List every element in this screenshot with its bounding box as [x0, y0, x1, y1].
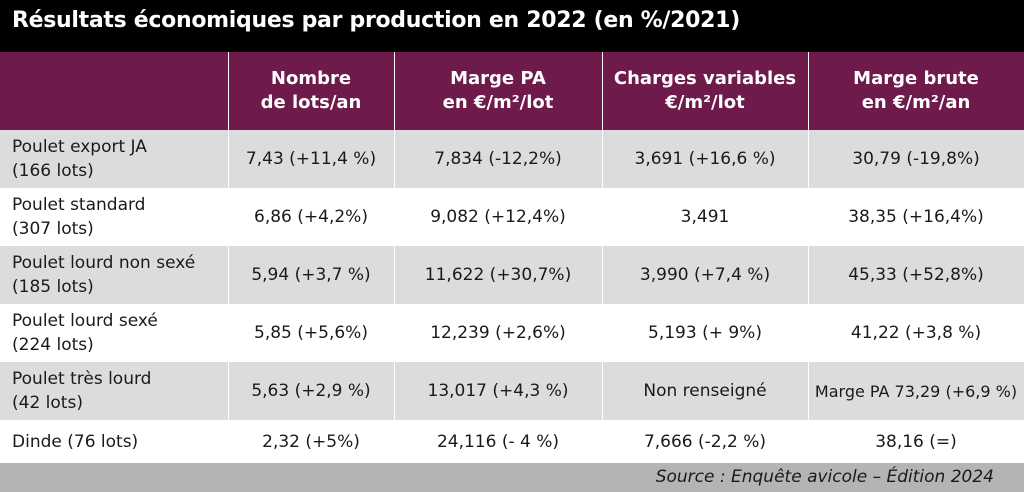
cell-marge-brute: 38,16 (=)	[875, 431, 957, 452]
table-row: Poulet export JA (166 lots) 7,43 (+11,4 %…	[0, 130, 1024, 188]
row-label: Poulet standard (307 lots)	[12, 188, 227, 246]
row-name: Poulet lourd non sexé	[12, 253, 196, 273]
row-name: Poulet très lourd	[12, 369, 152, 389]
table-header	[0, 52, 1024, 130]
cell-marge-pa: 24,116 (- 4 %)	[436, 431, 560, 452]
table-row: Poulet standard (307 lots) 6,86 (+4,2%) 9…	[0, 188, 1024, 246]
header-line: Nombre	[270, 68, 352, 89]
cell-marge-pa: 13,017 (+4,3 %)	[427, 381, 569, 401]
row-lots: (224 lots)	[12, 335, 94, 355]
header-marge-brute: Marge brute en €/m²/an	[808, 52, 1024, 130]
cell-nombre-lots: 5,85 (+5,6%)	[254, 323, 368, 343]
header-line: de lots/an	[260, 92, 362, 113]
row-name: Poulet export JA	[12, 137, 147, 157]
header-line: €/m²/lot	[665, 92, 745, 113]
cell-marge-pa: 9,082 (+12,4%)	[430, 207, 566, 227]
header-line: Charges variables	[613, 68, 797, 89]
cell-marge-brute: 38,35 (+16,4%)	[848, 207, 984, 227]
cell-nombre-lots: 6,86 (+4,2%)	[254, 207, 368, 227]
column-divider	[602, 52, 603, 463]
cell-marge-pa: 11,622 (+30,7%)	[424, 265, 572, 285]
cell-charges-variables: 3,691 (+16,6 %)	[634, 149, 776, 169]
cell-marge-pa: 12,239 (+2,6%)	[430, 323, 566, 343]
row-label: Poulet lourd non sexé (185 lots)	[12, 246, 227, 304]
header-line: en €/m²/an	[861, 92, 971, 113]
row-label: Poulet très lourd (42 lots)	[12, 362, 227, 420]
source-note: Source : Enquête avicole – Édition 2024	[655, 467, 994, 487]
header-line: en €/m²/lot	[442, 92, 554, 113]
header-nombre-lots: Nombre de lots/an	[228, 52, 394, 130]
column-divider	[394, 52, 395, 463]
cell-nombre-lots: 5,94 (+3,7 %)	[251, 265, 371, 285]
cell-marge-brute: 45,33 (+52,8%)	[848, 265, 984, 285]
table-title: Résultats économiques par production en …	[12, 8, 740, 33]
table-row: Poulet très lourd (42 lots) 5,63 (+2,9 %)…	[0, 362, 1024, 420]
row-name: Poulet standard	[12, 195, 146, 215]
row-label: Poulet lourd sexé (224 lots)	[12, 304, 227, 362]
cell-marge-brute: Marge PA 73,29 (+6,9 %)	[814, 381, 1018, 401]
header-line: Marge brute	[853, 68, 979, 89]
cell-charges-variables: 3,491	[680, 207, 730, 227]
row-lots: (185 lots)	[12, 277, 94, 297]
source-bar: Source : Enquête avicole – Édition 2024	[0, 463, 1024, 492]
column-divider	[228, 52, 229, 463]
cell-charges-variables: 3,990 (+7,4 %)	[639, 265, 771, 285]
table-row: Poulet lourd sexé (224 lots) 5,85 (+5,6%)…	[0, 304, 1024, 362]
cell-marge-pa: 7,834 (-12,2%)	[434, 149, 562, 169]
cell-charges-variables: 5,193 (+ 9%)	[648, 323, 762, 343]
cell-charges-variables: 7,666 (-2,2 %)	[643, 431, 767, 452]
cell-charges-variables: Non renseigné	[643, 381, 767, 401]
column-divider	[808, 52, 809, 463]
cell-marge-brute: 30,79 (-19,8%)	[852, 149, 980, 169]
title-bar: Résultats économiques par production en …	[0, 0, 1024, 52]
row-lots: (307 lots)	[12, 219, 94, 239]
row-label: Poulet export JA (166 lots)	[12, 130, 227, 188]
row-label: Dinde (76 lots)	[12, 420, 227, 463]
cell-marge-brute: 41,22 (+3,8 %)	[850, 323, 982, 343]
row-lots: (166 lots)	[12, 161, 94, 181]
row-lots: (42 lots)	[12, 393, 83, 413]
row-name: Dinde (76 lots)	[12, 431, 139, 452]
header-line: Marge PA	[450, 68, 546, 89]
table-row: Dinde (76 lots) 2,32 (+5%) 24,116 (- 4 %…	[0, 420, 1024, 463]
table-row: Poulet lourd non sexé (185 lots) 5,94 (+3…	[0, 246, 1024, 304]
header-charges-variables: Charges variables €/m²/lot	[602, 52, 808, 130]
cell-nombre-lots: 5,63 (+2,9 %)	[251, 381, 371, 401]
header-marge-pa: Marge PA en €/m²/lot	[394, 52, 602, 130]
row-name: Poulet lourd sexé	[12, 311, 158, 331]
cell-nombre-lots: 7,43 (+11,4 %)	[245, 149, 377, 169]
cell-nombre-lots: 2,32 (+5%)	[262, 431, 360, 452]
